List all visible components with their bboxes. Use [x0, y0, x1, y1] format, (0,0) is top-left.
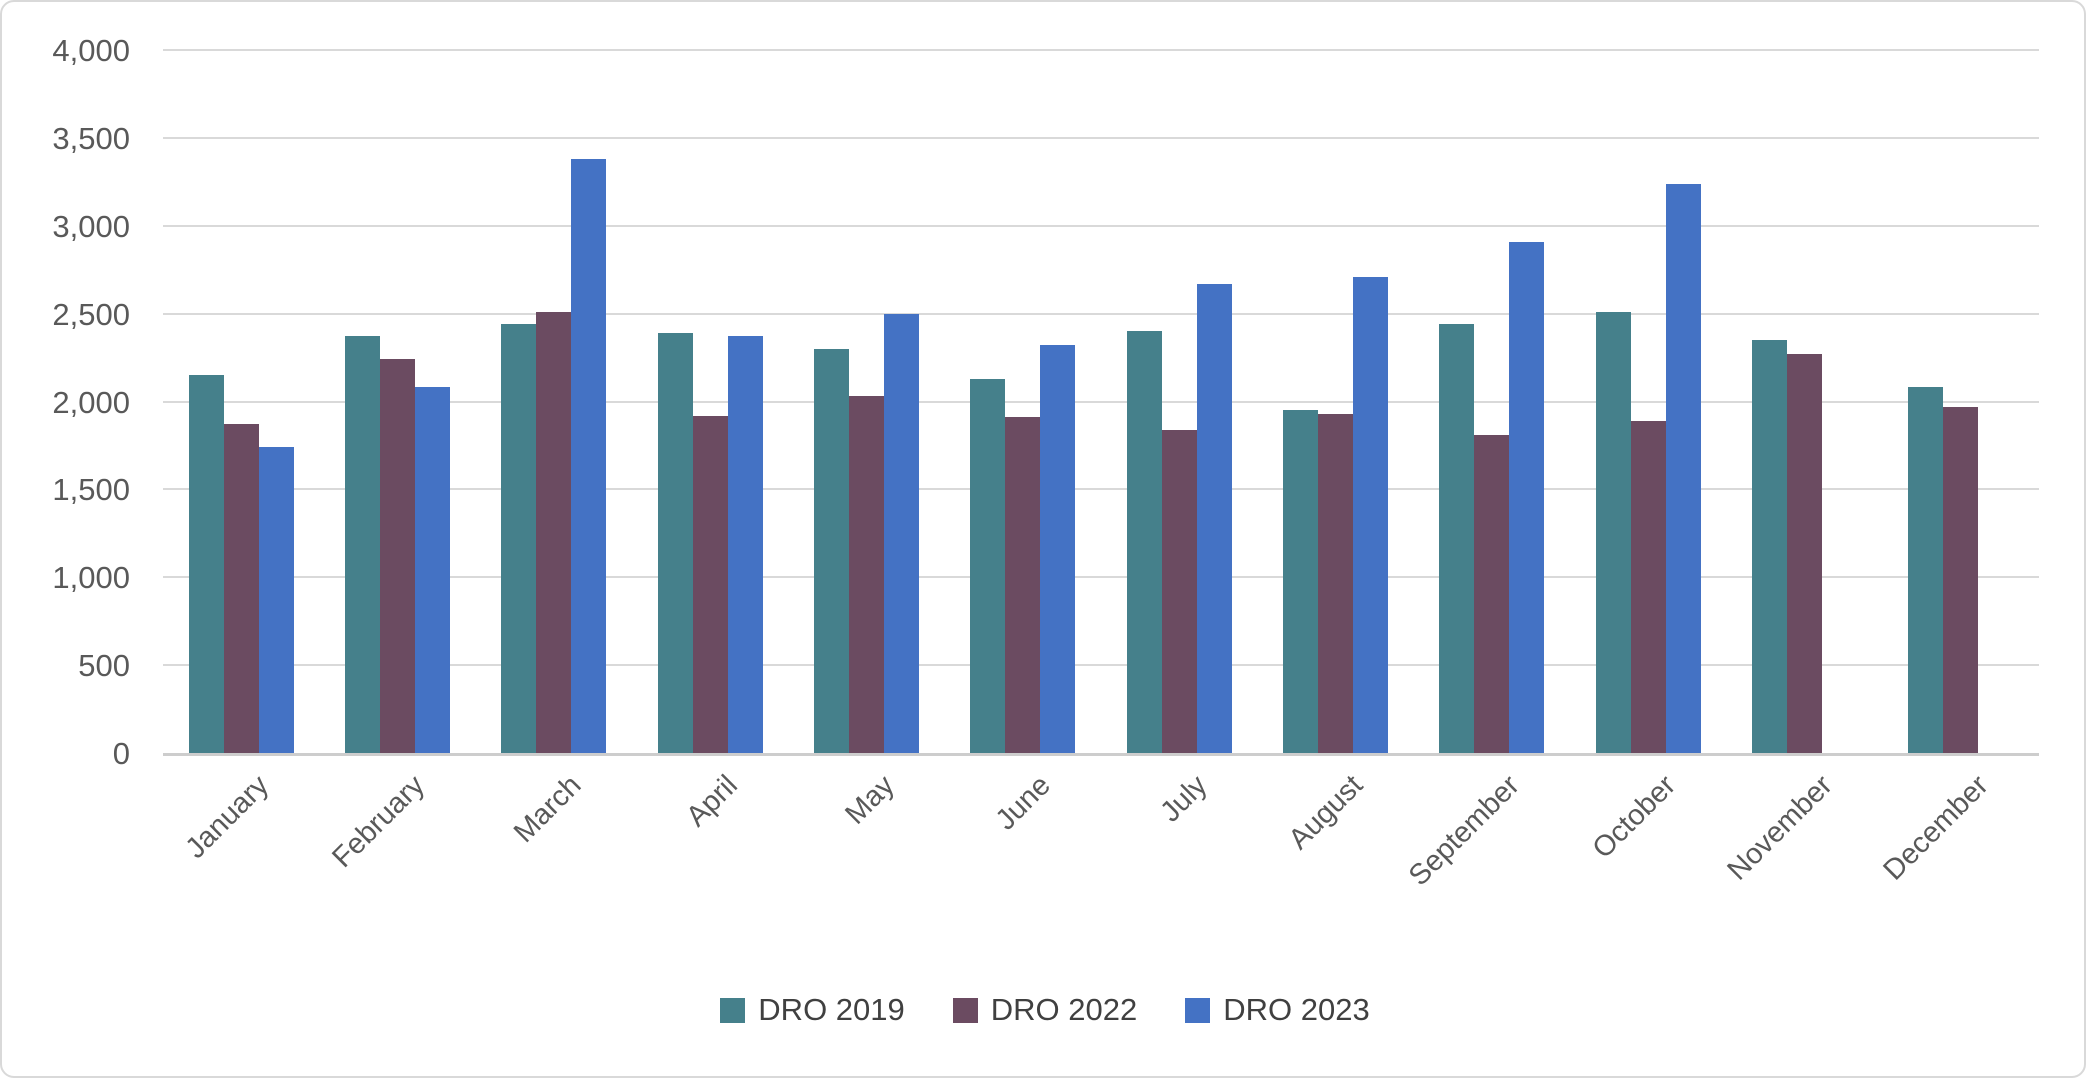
bar-dro-2023-september	[1509, 241, 1545, 753]
bar-dro-2023-june	[1040, 345, 1076, 753]
bar-dro-2019-april	[657, 332, 693, 753]
bar-dro-2019-december	[1908, 387, 1944, 753]
chart-legend: DRO 2019 DRO 2022 DRO 2023	[0, 992, 2090, 1028]
y-tick-label-3500: 3,500	[52, 120, 130, 156]
x-tick-label-february: February	[326, 769, 432, 874]
x-tick-label-april: April	[680, 769, 745, 833]
x-tick-label-may: May	[839, 769, 901, 831]
legend-label: DRO 2019	[758, 992, 905, 1027]
bar-dro-2023-april	[727, 336, 763, 753]
bar-dro-2022-may	[849, 396, 884, 753]
x-tick-label-november: November	[1721, 769, 1839, 887]
bar-dro-2019-october	[1595, 311, 1631, 753]
bar-dro-2023-july	[1196, 283, 1232, 753]
bar-dro-2019-july	[1126, 331, 1162, 753]
gridline-4000	[163, 49, 2039, 51]
bar-dro-2023-august	[1353, 276, 1388, 753]
bar-dro-2022-january	[223, 424, 259, 753]
bar-dro-2019-june	[970, 378, 1006, 753]
y-tick-label-4000: 4,000	[52, 33, 130, 68]
bar-dro-2022-september	[1474, 434, 1510, 753]
legend-swatch-icon	[952, 997, 978, 1023]
bar-dro-2022-august	[1318, 413, 1353, 753]
legend-item-dro-2019: DRO 2019	[720, 992, 905, 1028]
bar-dro-2023-may	[884, 313, 919, 753]
legend-item-dro-2023: DRO 2023	[1185, 992, 1370, 1028]
bar-dro-2019-january	[188, 375, 224, 753]
x-tick-label-march: March	[508, 769, 588, 849]
x-tick-label-december: December	[1877, 769, 1995, 887]
legend-label: DRO 2022	[990, 992, 1138, 1027]
legend-swatch-icon	[720, 997, 746, 1023]
legend-swatch-icon	[1185, 997, 1211, 1023]
gridline-3500	[163, 136, 2039, 139]
bar-dro-2019-september	[1439, 324, 1475, 753]
gridline-2000	[163, 400, 2039, 403]
legend-item-dro-2022: DRO 2022	[952, 992, 1138, 1028]
gridline-1500	[163, 488, 2039, 491]
x-axis-baseline	[163, 753, 2039, 756]
x-tick-label-january: January	[179, 769, 276, 865]
bar-dro-2023-february	[415, 387, 450, 753]
bar-dro-2022-november	[1787, 354, 1822, 753]
y-tick-label-1500: 1,500	[52, 472, 130, 508]
bar-dro-2022-october	[1630, 420, 1666, 753]
bar-dro-2022-december	[1943, 406, 1979, 753]
bar-dro-2019-may	[814, 348, 849, 753]
x-tick-label-june: June	[989, 769, 1057, 837]
bar-dro-2023-october	[1665, 183, 1701, 753]
bar-dro-2023-january	[258, 447, 294, 753]
y-tick-label-0: 0	[112, 736, 130, 771]
gridline-500	[163, 664, 2039, 667]
bar-dro-2023-march	[571, 158, 607, 753]
gridline-3000	[163, 224, 2039, 227]
bar-dro-2019-february	[345, 336, 380, 753]
y-tick-label-500: 500	[78, 648, 130, 684]
bar-dro-2022-march	[536, 311, 572, 753]
y-tick-label-2000: 2,000	[52, 384, 130, 420]
x-tick-label-july: July	[1153, 769, 1214, 829]
x-tick-label-september: September	[1402, 769, 1526, 893]
legend-label: DRO 2023	[1223, 992, 1370, 1027]
bar-dro-2019-august	[1283, 410, 1318, 753]
x-tick-label-october: October	[1586, 769, 1683, 865]
bar-dro-2022-february	[380, 359, 415, 753]
bar-dro-2022-june	[1005, 417, 1041, 753]
gridline-2500	[163, 312, 2039, 315]
bar-dro-2022-april	[692, 415, 728, 753]
bar-dro-2022-july	[1161, 429, 1197, 753]
y-tick-label-2500: 2,500	[52, 296, 130, 332]
y-tick-label-1000: 1,000	[52, 560, 130, 596]
x-tick-label-august: August	[1282, 769, 1370, 856]
gridline-1000	[163, 576, 2039, 579]
bar-dro-2019-november	[1752, 339, 1787, 753]
y-tick-label-3000: 3,000	[52, 208, 130, 244]
bar-dro-2019-march	[501, 324, 537, 753]
